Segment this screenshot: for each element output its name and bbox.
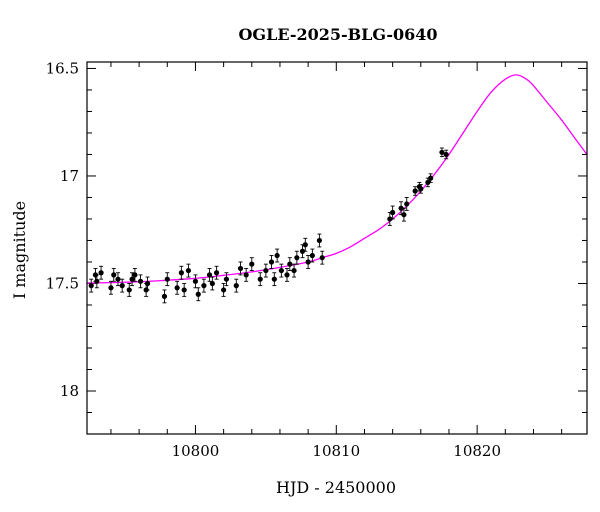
data-point [257,276,263,282]
x-axis-label: HJD - 2450000 [276,478,396,497]
data-point [209,280,215,287]
data-point [398,205,404,211]
data-point [291,267,297,274]
data-point [195,291,201,297]
data-point [178,270,184,276]
data-point [88,283,94,289]
data-point [268,259,275,265]
data-point [111,272,117,278]
data-point [233,283,239,289]
data-point [192,278,199,284]
y-tick-label: 17.5 [46,274,79,292]
data-point [132,272,138,278]
data-point [115,276,121,282]
data-point [412,188,418,194]
data-point [119,283,125,289]
data-point [263,267,269,274]
plot-area [86,74,588,304]
data-point [237,265,244,272]
data-point [401,212,407,218]
data-point [144,280,151,287]
data-point [108,285,114,291]
data-point [137,278,144,284]
data-point [418,186,424,192]
data-point [274,252,280,259]
data-point [271,276,277,282]
data-point [439,149,445,155]
data-point [249,261,255,267]
data-point [174,285,180,291]
data-point [425,179,431,186]
model-curve [86,74,588,284]
data-point [161,293,168,299]
data-point [443,151,449,158]
y-tick-label: 16.5 [46,59,79,77]
data-point [126,287,132,293]
data-point [305,259,311,265]
x-tick-label: 10820 [453,442,501,460]
y-axis-label: I magnitude [10,201,29,299]
data-point [316,237,322,244]
chart-title: OGLE-2025-BLG-0640 [238,25,437,44]
y-tick-label: 17 [60,167,79,185]
data-point [302,242,308,248]
data-point [294,255,300,261]
data-point [428,175,434,181]
data-point [309,252,315,259]
data-point [243,272,249,278]
y-tick-label: 18 [60,382,79,400]
data-point [284,272,290,278]
data-point [206,272,213,278]
data-point [223,276,230,282]
plot-frame [86,61,588,435]
data-point [94,278,100,284]
x-tick-label: 10800 [172,442,220,460]
data-point [278,267,284,274]
axis-ticks [87,62,587,435]
data-point [299,248,306,254]
data-point [201,283,207,289]
data-point [319,255,325,261]
data-point [213,270,220,276]
data-point [185,267,192,274]
data-point [164,276,170,282]
data-points [88,147,449,304]
data-point [390,209,396,216]
x-tick-label: 10810 [312,442,360,460]
data-point [98,270,104,276]
tick-labels: 10800 10810 10820 16.5 17 17.5 18 [46,59,501,460]
data-point [181,287,187,293]
data-point [129,276,135,282]
data-point [221,287,227,293]
data-point [387,216,393,222]
data-point [287,261,293,267]
data-point [404,201,410,207]
